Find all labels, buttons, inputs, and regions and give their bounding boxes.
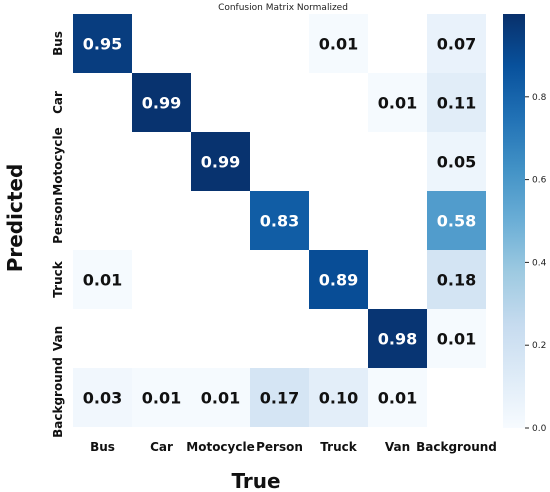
cell-value-label: 0.99 — [142, 94, 181, 113]
cell-value-label: 0.95 — [83, 35, 122, 54]
heatmap-cell — [132, 368, 191, 427]
colorbar-tick-label: 0.0 — [532, 424, 547, 434]
cell-value-label: 0.01 — [83, 271, 122, 290]
heatmap-cell — [73, 250, 132, 309]
cell-value-label: 0.01 — [142, 389, 181, 408]
y-axis-title: Predicted — [3, 164, 27, 273]
x-tick-label: Bus — [90, 440, 115, 454]
colorbar-tick-label: 0.6 — [532, 176, 547, 186]
cell-value-label: 0.01 — [319, 35, 358, 54]
heatmap-cell — [427, 14, 486, 73]
heatmap-cell — [191, 368, 250, 427]
heatmap-cell — [309, 368, 368, 427]
y-tick-label: Truck — [51, 260, 65, 297]
heatmap-cell — [427, 191, 486, 250]
colorbar — [503, 14, 525, 428]
heatmap-cell — [368, 368, 427, 427]
heatmap-cell — [309, 14, 368, 73]
y-tick-label: Car — [51, 91, 65, 114]
y-tick-label: Van — [51, 326, 65, 351]
heatmap-cells: 0.95 0.01 0.07 0.99 0.01 0.11 0.99 0.05 0.83 0.58… — [73, 14, 486, 427]
cell-value-label: 0.17 — [260, 389, 299, 408]
colorbar-tick-label: 0.8 — [532, 93, 547, 103]
cell-value-label: 0.05 — [437, 153, 476, 172]
cell-value-label: 0.01 — [437, 330, 476, 349]
x-tick-label: Background — [416, 440, 497, 454]
heatmap-cell — [427, 132, 486, 191]
x-tick-label: Van — [385, 440, 410, 454]
heatmap-cell — [250, 191, 309, 250]
cell-value-label: 0.98 — [378, 330, 417, 349]
cell-value-label: 0.03 — [83, 389, 122, 408]
x-tick-labels: Bus Car Motocycle Person Truck Van Background — [90, 440, 497, 454]
heatmap-cell — [73, 368, 132, 427]
heatmap-cell — [132, 73, 191, 132]
x-tick-label: Truck — [320, 440, 357, 454]
x-tick-label: Car — [150, 440, 173, 454]
y-tick-label: Bus — [51, 31, 65, 56]
cell-value-label: 0.01 — [378, 389, 417, 408]
cell-value-label: 0.01 — [378, 94, 417, 113]
x-tick-label: Motocycle — [186, 440, 254, 454]
y-tick-labels: Bus Car Motocycle Person Truck Van Background — [51, 31, 65, 438]
heatmap-cell — [73, 14, 132, 73]
x-tick-label: Person — [256, 440, 303, 454]
heatmap-cell — [191, 132, 250, 191]
heatmap-cell — [427, 250, 486, 309]
cell-value-label: 0.01 — [201, 389, 240, 408]
heatmap-cell — [427, 73, 486, 132]
cell-value-label: 0.89 — [319, 271, 358, 290]
cell-value-label: 0.83 — [260, 212, 299, 231]
cell-value-label: 0.11 — [437, 94, 476, 113]
x-axis-title: True — [231, 469, 280, 492]
heatmap-cell — [427, 309, 486, 368]
y-tick-label: Motocycle — [51, 127, 65, 195]
colorbar-tick-label: 0.4 — [532, 258, 547, 268]
cell-value-label: 0.58 — [437, 212, 476, 231]
colorbar-ticks: 0.0 0.2 0.4 0.6 0.8 — [525, 93, 547, 434]
chart-title: Confusion Matrix Normalized — [218, 3, 348, 13]
heatmap-cell — [309, 250, 368, 309]
heatmap-cell — [368, 73, 427, 132]
cell-value-label: 0.07 — [437, 35, 476, 54]
colorbar-tick-label: 0.2 — [532, 341, 546, 351]
y-tick-label: Person — [51, 197, 65, 244]
y-tick-label: Background — [51, 357, 65, 438]
cell-value-label: 0.10 — [319, 389, 358, 408]
cell-value-label: 0.18 — [437, 271, 476, 290]
heatmap-cell — [250, 368, 309, 427]
cell-value-label: 0.99 — [201, 153, 240, 172]
heatmap-cell — [368, 309, 427, 368]
